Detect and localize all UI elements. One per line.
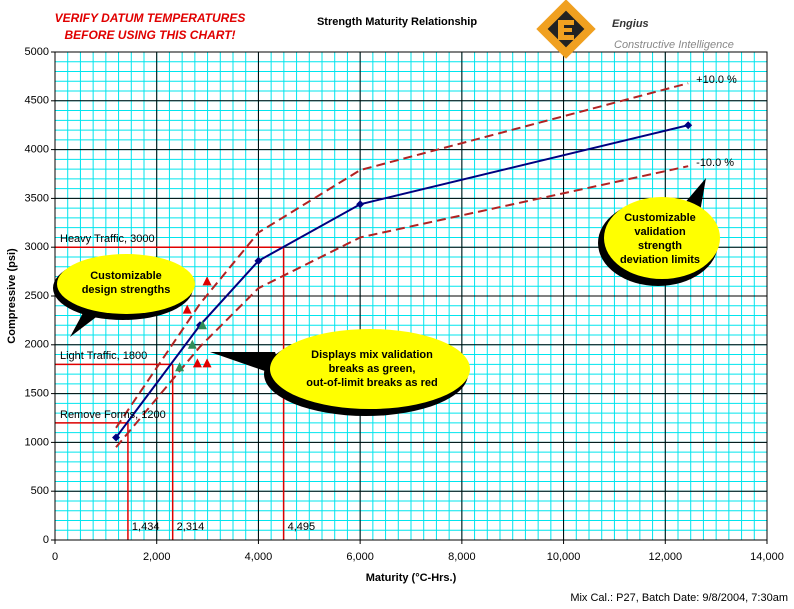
y-tick-label: 2000	[25, 339, 49, 351]
point	[112, 433, 121, 442]
y-tick-label: 2500	[25, 290, 49, 302]
y-tick-label: 0	[43, 534, 49, 546]
break-point	[182, 304, 192, 314]
y-tick-label: 5000	[25, 46, 49, 58]
warning: VERIFY DATUM TEMPERATURES	[55, 11, 246, 25]
callout-text: breaks as green,	[329, 363, 416, 375]
reference-maturity-label: 2,314	[177, 521, 205, 533]
callout-text: design strengths	[82, 284, 171, 296]
warning: BEFORE USING THIS CHART!	[64, 28, 235, 42]
x-tick-label: 4,000	[245, 551, 273, 563]
x-tick-label: 0	[52, 551, 58, 563]
x-tick-label: 8,000	[448, 551, 476, 563]
limit-line	[115, 165, 689, 448]
x-tick-label: 2,000	[143, 551, 171, 563]
brand-name: Engius	[612, 18, 649, 30]
callout-bubble	[604, 197, 720, 279]
y-tick-label: 4000	[25, 144, 49, 156]
series	[112, 82, 693, 448]
footer: Mix Cal.: P27, Batch Date: 9/8/2004, 7:3…	[570, 592, 788, 604]
reference-label: Light Traffic, 1800	[60, 350, 147, 362]
x-tick-label: 10,000	[547, 551, 581, 563]
break-point	[202, 358, 212, 368]
x-tick-label: 12,000	[648, 551, 682, 563]
callout-text: strength	[638, 240, 682, 252]
reference-label: Heavy Traffic, 3000	[60, 233, 155, 245]
reference-label: Remove Forms, 1200	[60, 409, 166, 421]
callout-text: deviation limits	[620, 254, 700, 266]
y-tick-label: 4500	[25, 95, 49, 107]
callout-text: validation	[634, 226, 686, 238]
series-label: +10.0 %	[696, 74, 737, 86]
y-tick-label: 3500	[25, 192, 49, 204]
callout-text: Customizable	[90, 270, 162, 282]
x-axis-title: Maturity (°C-Hrs.)	[366, 572, 457, 584]
callout-bubble	[270, 329, 470, 409]
series-label: -10.0 %	[696, 157, 734, 169]
brand-tagline: Constructive Intelligence	[614, 39, 734, 51]
break-point	[187, 339, 197, 349]
callout: Customizable validation strength deviati…	[598, 178, 720, 286]
reference-maturity-label: 4,495	[288, 521, 316, 533]
y-tick-label: 1500	[25, 388, 49, 400]
callout-text: Displays mix validation	[311, 349, 433, 361]
logo-mark	[558, 20, 574, 40]
logo: Engius Constructive Intelligence	[536, 0, 734, 59]
y-tick-label: 1000	[25, 436, 49, 448]
break-point	[192, 358, 202, 368]
y-tick-label: 500	[31, 485, 49, 497]
break-point	[175, 362, 185, 372]
x-tick-label: 6,000	[346, 551, 374, 563]
callout-text: Customizable	[624, 212, 696, 224]
callout: Displays mix validation breaks as green,…	[210, 329, 470, 416]
y-tick-label: 3000	[25, 241, 49, 253]
point	[684, 121, 693, 130]
callout: Customizable design strengths	[53, 254, 195, 337]
break-point	[197, 320, 207, 330]
callout-bubble	[57, 254, 195, 314]
break-point	[202, 276, 212, 286]
limit-line	[115, 82, 689, 429]
point	[356, 200, 365, 209]
callout-text: out-of-limit breaks as red	[306, 377, 437, 389]
y-axis-title: Compressive (psi)	[6, 248, 18, 344]
point	[254, 256, 263, 265]
x-tick-label: 14,000	[750, 551, 784, 563]
chart-title: Strength Maturity Relationship	[317, 16, 477, 28]
reference-maturity-label: 1,434	[132, 521, 160, 533]
